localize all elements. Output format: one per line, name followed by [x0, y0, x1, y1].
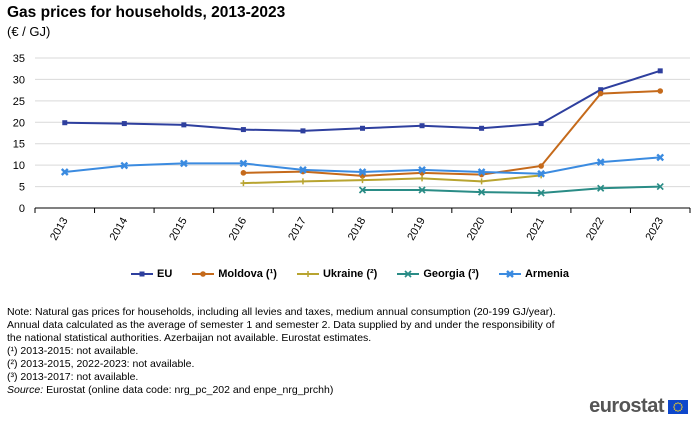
footnote-1: (¹) 2013-2015: not available.	[7, 345, 139, 357]
data-point-moldova	[538, 163, 544, 169]
note-line: Annual data calculated as the average of…	[7, 319, 555, 331]
data-point-eu	[360, 125, 365, 131]
data-point-georgia	[537, 189, 545, 197]
data-point-armenia	[656, 153, 665, 162]
legend-swatch	[296, 271, 319, 277]
y-tick-label: 20	[13, 117, 25, 129]
legend-swatch	[498, 270, 521, 278]
y-tick-label: 35	[13, 53, 25, 65]
y-tick-label: 10	[13, 160, 25, 172]
legend-item-moldova: Moldova (¹)	[192, 267, 277, 281]
legend-swatch	[397, 270, 420, 278]
chart-title: Gas prices for households, 2013-2023	[7, 4, 286, 21]
data-point-armenia	[180, 159, 188, 168]
data-point-georgia	[358, 186, 367, 194]
data-point-armenia	[537, 169, 545, 178]
data-point-armenia	[596, 158, 605, 166]
footnote-2: (²) 2013-2015, 2022-2023: not available.	[7, 358, 195, 370]
legend-item-georgia: Georgia (³)	[397, 267, 479, 281]
legend-label: Georgia (³)	[423, 268, 479, 280]
data-point-eu	[479, 125, 485, 131]
legend-label: Moldova (¹)	[218, 268, 277, 280]
data-point-eu	[419, 123, 425, 129]
series-line-ukraine	[243, 174, 542, 185]
x-tick-label: 2020	[465, 215, 488, 242]
data-point-ukraine	[478, 178, 485, 185]
y-tick-label: 25	[13, 96, 25, 108]
legend-item-armenia: Armenia	[498, 267, 569, 281]
eu-flag-icon	[668, 399, 688, 414]
legend-item-eu: EU	[130, 267, 173, 281]
legend-label: EU	[156, 268, 173, 280]
data-point-georgia	[477, 188, 486, 196]
data-point-moldova	[240, 170, 247, 176]
x-tick-label: 2015	[167, 215, 190, 242]
y-tick-label: 15	[13, 139, 25, 151]
data-point-armenia	[358, 168, 367, 176]
note-line: Note: Natural gas prices for households,…	[7, 306, 556, 318]
data-point-eu	[300, 128, 306, 134]
data-point-georgia	[597, 184, 605, 192]
source-text: Eurostat (online data code: nrg_pc_202 a…	[43, 384, 334, 396]
y-tick-label: 30	[13, 74, 25, 86]
data-point-moldova	[597, 90, 604, 97]
data-point-ukraine	[419, 175, 426, 182]
footnote-3: (³) 2013-2017: not available.	[7, 371, 139, 383]
data-point-armenia	[120, 161, 129, 170]
x-tick-label: 2017	[286, 215, 309, 242]
data-point-eu	[598, 87, 604, 93]
x-tick-label: 2016	[227, 215, 250, 242]
data-point-eu	[538, 121, 544, 127]
x-tick-label: 2022	[584, 215, 607, 242]
chart-legend: EU Moldova (¹) Ukraine (²) Georgia (³) Armen…	[0, 267, 700, 281]
data-point-eu	[181, 122, 187, 128]
chart-unit: (€ / GJ)	[7, 24, 51, 39]
x-tick-label: 2014	[108, 215, 131, 242]
data-point-armenia	[418, 166, 426, 174]
data-point-ukraine	[299, 178, 306, 185]
eurostat-wordmark: eurostat	[589, 395, 664, 417]
data-point-armenia	[477, 168, 486, 176]
data-point-eu	[62, 120, 68, 126]
eurostat-logo: eurostat	[589, 395, 688, 418]
source-line: Source: Eurostat (online data code: nrg_…	[7, 384, 697, 397]
data-point-armenia	[60, 168, 69, 176]
line-chart: 0 5 10 15 20 25 30 35 2013 2014 2015 2016 2017 2018 20…	[13, 53, 691, 243]
data-point-eu	[121, 121, 127, 127]
legend-swatch	[192, 271, 215, 277]
legend-item-ukraine: Ukraine (²)	[296, 267, 378, 281]
x-tick-label: 2021	[524, 215, 547, 242]
data-point-georgia	[418, 186, 426, 194]
chart-notes: Note: Natural gas prices for households,…	[7, 306, 697, 397]
y-tick-label: 0	[19, 203, 25, 215]
data-point-armenia	[299, 166, 307, 174]
data-point-georgia	[656, 182, 664, 191]
data-point-eu	[657, 68, 663, 74]
data-point-eu	[240, 127, 246, 133]
legend-label: Armenia	[524, 268, 569, 280]
x-tick-label: 2023	[644, 215, 667, 242]
data-point-armenia	[239, 159, 248, 168]
legend-swatch	[130, 271, 153, 277]
note-line: the national statistical authorities. Az…	[7, 332, 372, 344]
x-tick-label: 2013	[48, 215, 71, 242]
source-label: Source:	[7, 384, 44, 396]
series-line-moldova	[243, 90, 661, 177]
data-point-moldova	[657, 88, 664, 94]
x-tick-label: 2018	[346, 215, 369, 242]
data-point-ukraine	[240, 180, 247, 187]
series-line-georgia	[362, 185, 661, 195]
y-tick-label: 5	[19, 182, 25, 194]
x-tick-label: 2019	[405, 215, 428, 242]
data-point-ukraine	[359, 177, 366, 184]
legend-label: Ukraine (²)	[322, 268, 378, 280]
